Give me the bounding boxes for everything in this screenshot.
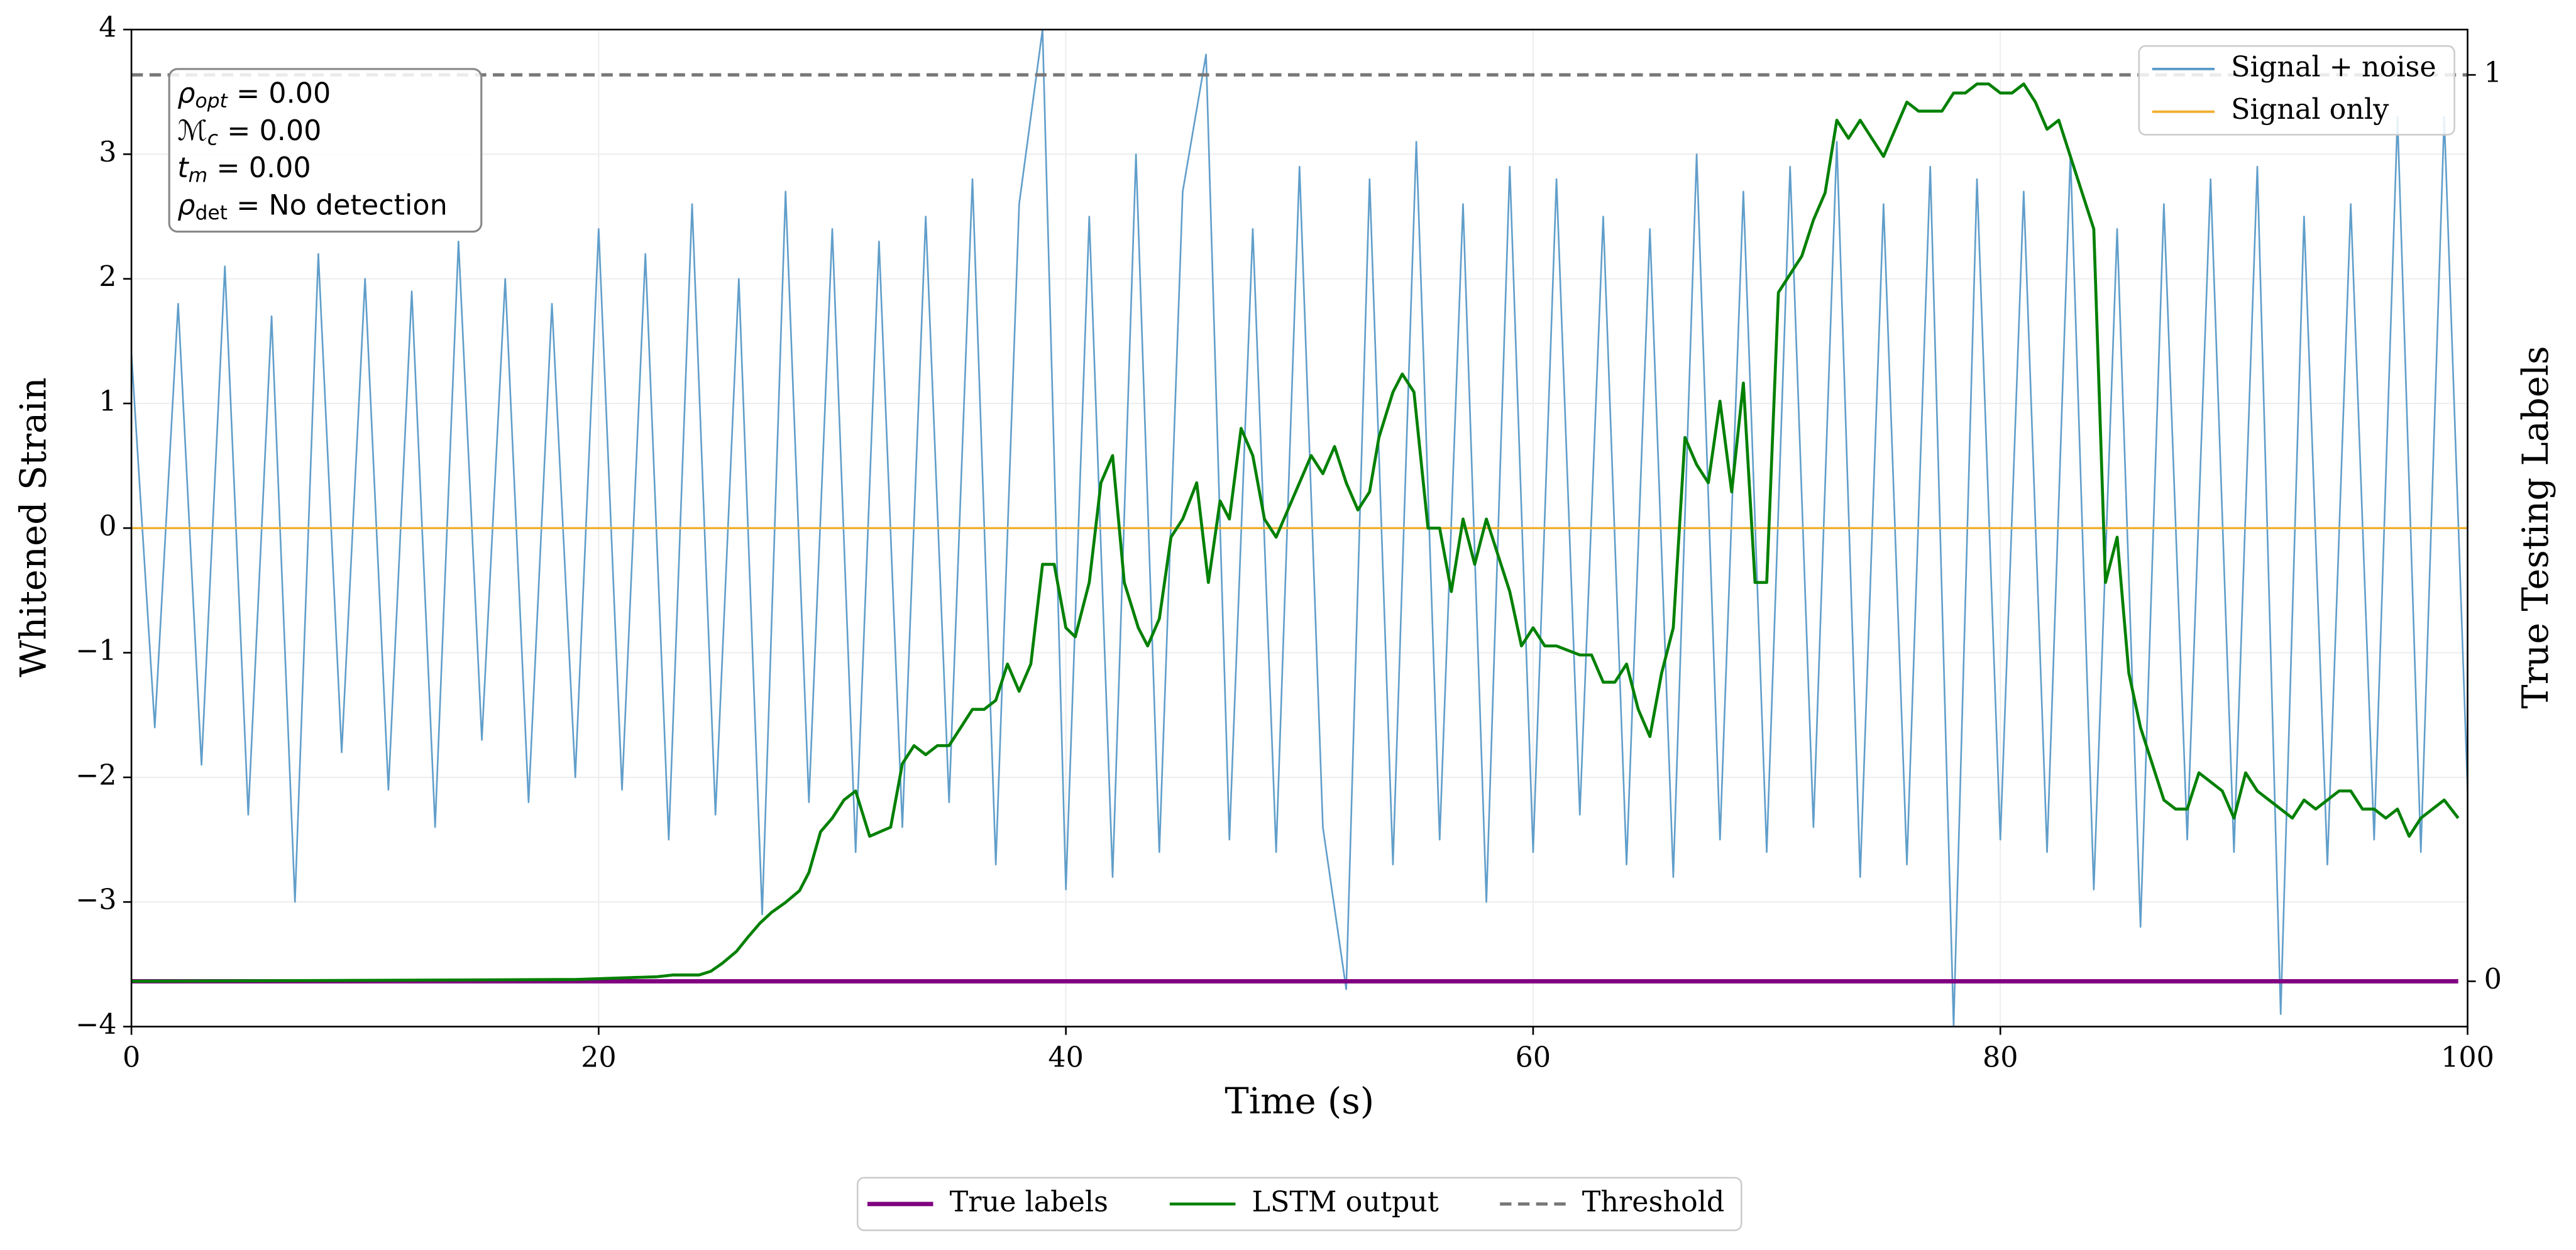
annotation-text: tm = 0.00	[177, 152, 311, 187]
annotation-symbol: ℳ	[177, 115, 207, 147]
y-tick-label: 3	[99, 136, 116, 168]
x-tick-label: 20	[581, 1041, 617, 1073]
y-tick-label: 4	[99, 12, 116, 44]
y-tick-label: −2	[75, 759, 116, 791]
plot-area	[131, 30, 2468, 1027]
y-tick-label: 0	[99, 510, 116, 542]
annotation-value: = No detection	[228, 190, 448, 222]
annotation-value: = 0.00	[228, 78, 331, 110]
legend-box	[856, 1176, 1742, 1231]
series-line	[131, 30, 2468, 1027]
annotation-value: = 0.00	[207, 152, 311, 184]
legend-box	[2138, 45, 2455, 136]
series-line	[131, 82, 2460, 983]
y-tick-label: 1	[99, 385, 116, 417]
legend-label: LSTM output	[1252, 1186, 1439, 1218]
annotation-text: ℳc = 0.00	[177, 115, 321, 150]
x-tick-label: 60	[1516, 1041, 1551, 1073]
annotation-subscript: opt	[195, 90, 228, 112]
annotation-box	[168, 68, 483, 233]
annotation-subscript: m	[189, 165, 208, 187]
y2-tick-label: 0	[2484, 963, 2502, 995]
annotation-value: = 0.00	[218, 115, 321, 147]
annotation-symbol: t	[177, 152, 189, 184]
annotation-symbol: ρ	[177, 78, 195, 110]
x-tick-label: 0	[123, 1041, 140, 1073]
y2-tick-label: 1	[2484, 57, 2502, 89]
annotation-text: ρdet = No detection	[177, 190, 447, 224]
legend-label: Signal + noise	[2231, 51, 2436, 83]
x-axis-label: Time (s)	[1225, 1080, 1374, 1122]
y-tick-label: 2	[99, 261, 116, 293]
y-axis-label: Whitened Strain	[13, 377, 55, 677]
legend-label: Signal only	[2231, 94, 2389, 126]
legend-label: Threshold	[1582, 1186, 1725, 1218]
annotation-symbol: ρ	[177, 190, 195, 222]
x-tick-label: 100	[2441, 1041, 2494, 1073]
y-tick-label: −3	[75, 884, 116, 916]
annotation-subscript: det	[195, 202, 227, 224]
annotation-text: ρopt = 0.00	[177, 78, 331, 112]
y2-axis-label: True Testing Labels	[2514, 346, 2557, 708]
y-tick-label: −1	[75, 635, 116, 667]
x-tick-label: 40	[1048, 1041, 1084, 1073]
annotation-subscript: c	[207, 127, 218, 150]
legend-label: True labels	[950, 1186, 1108, 1218]
y-tick-label: −4	[75, 1009, 116, 1041]
x-tick-label: 80	[1983, 1041, 2018, 1073]
